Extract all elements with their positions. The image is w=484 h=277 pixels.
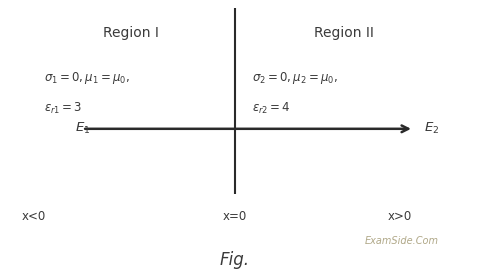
Text: Region II: Region II xyxy=(314,26,374,40)
Text: x>0: x>0 xyxy=(387,210,411,222)
Text: $E_2$: $E_2$ xyxy=(424,121,439,136)
Text: $\varepsilon_{r1} = 3$: $\varepsilon_{r1} = 3$ xyxy=(44,101,82,116)
Text: $E_1$: $E_1$ xyxy=(75,121,91,136)
Text: x=0: x=0 xyxy=(223,210,247,222)
Text: $\sigma_2 = 0, \mu_2 = \mu_0,$: $\sigma_2 = 0, \mu_2 = \mu_0,$ xyxy=(252,70,338,86)
Text: ExamSide.Com: ExamSide.Com xyxy=(365,236,439,246)
Text: $\varepsilon_{r2} = 4$: $\varepsilon_{r2} = 4$ xyxy=(252,101,290,116)
Text: x<0: x<0 xyxy=(22,210,46,222)
Text: Fig.: Fig. xyxy=(220,252,250,269)
Text: Region I: Region I xyxy=(103,26,159,40)
Text: $\sigma_1 = 0, \mu_1 = \mu_0,$: $\sigma_1 = 0, \mu_1 = \mu_0,$ xyxy=(44,70,130,86)
